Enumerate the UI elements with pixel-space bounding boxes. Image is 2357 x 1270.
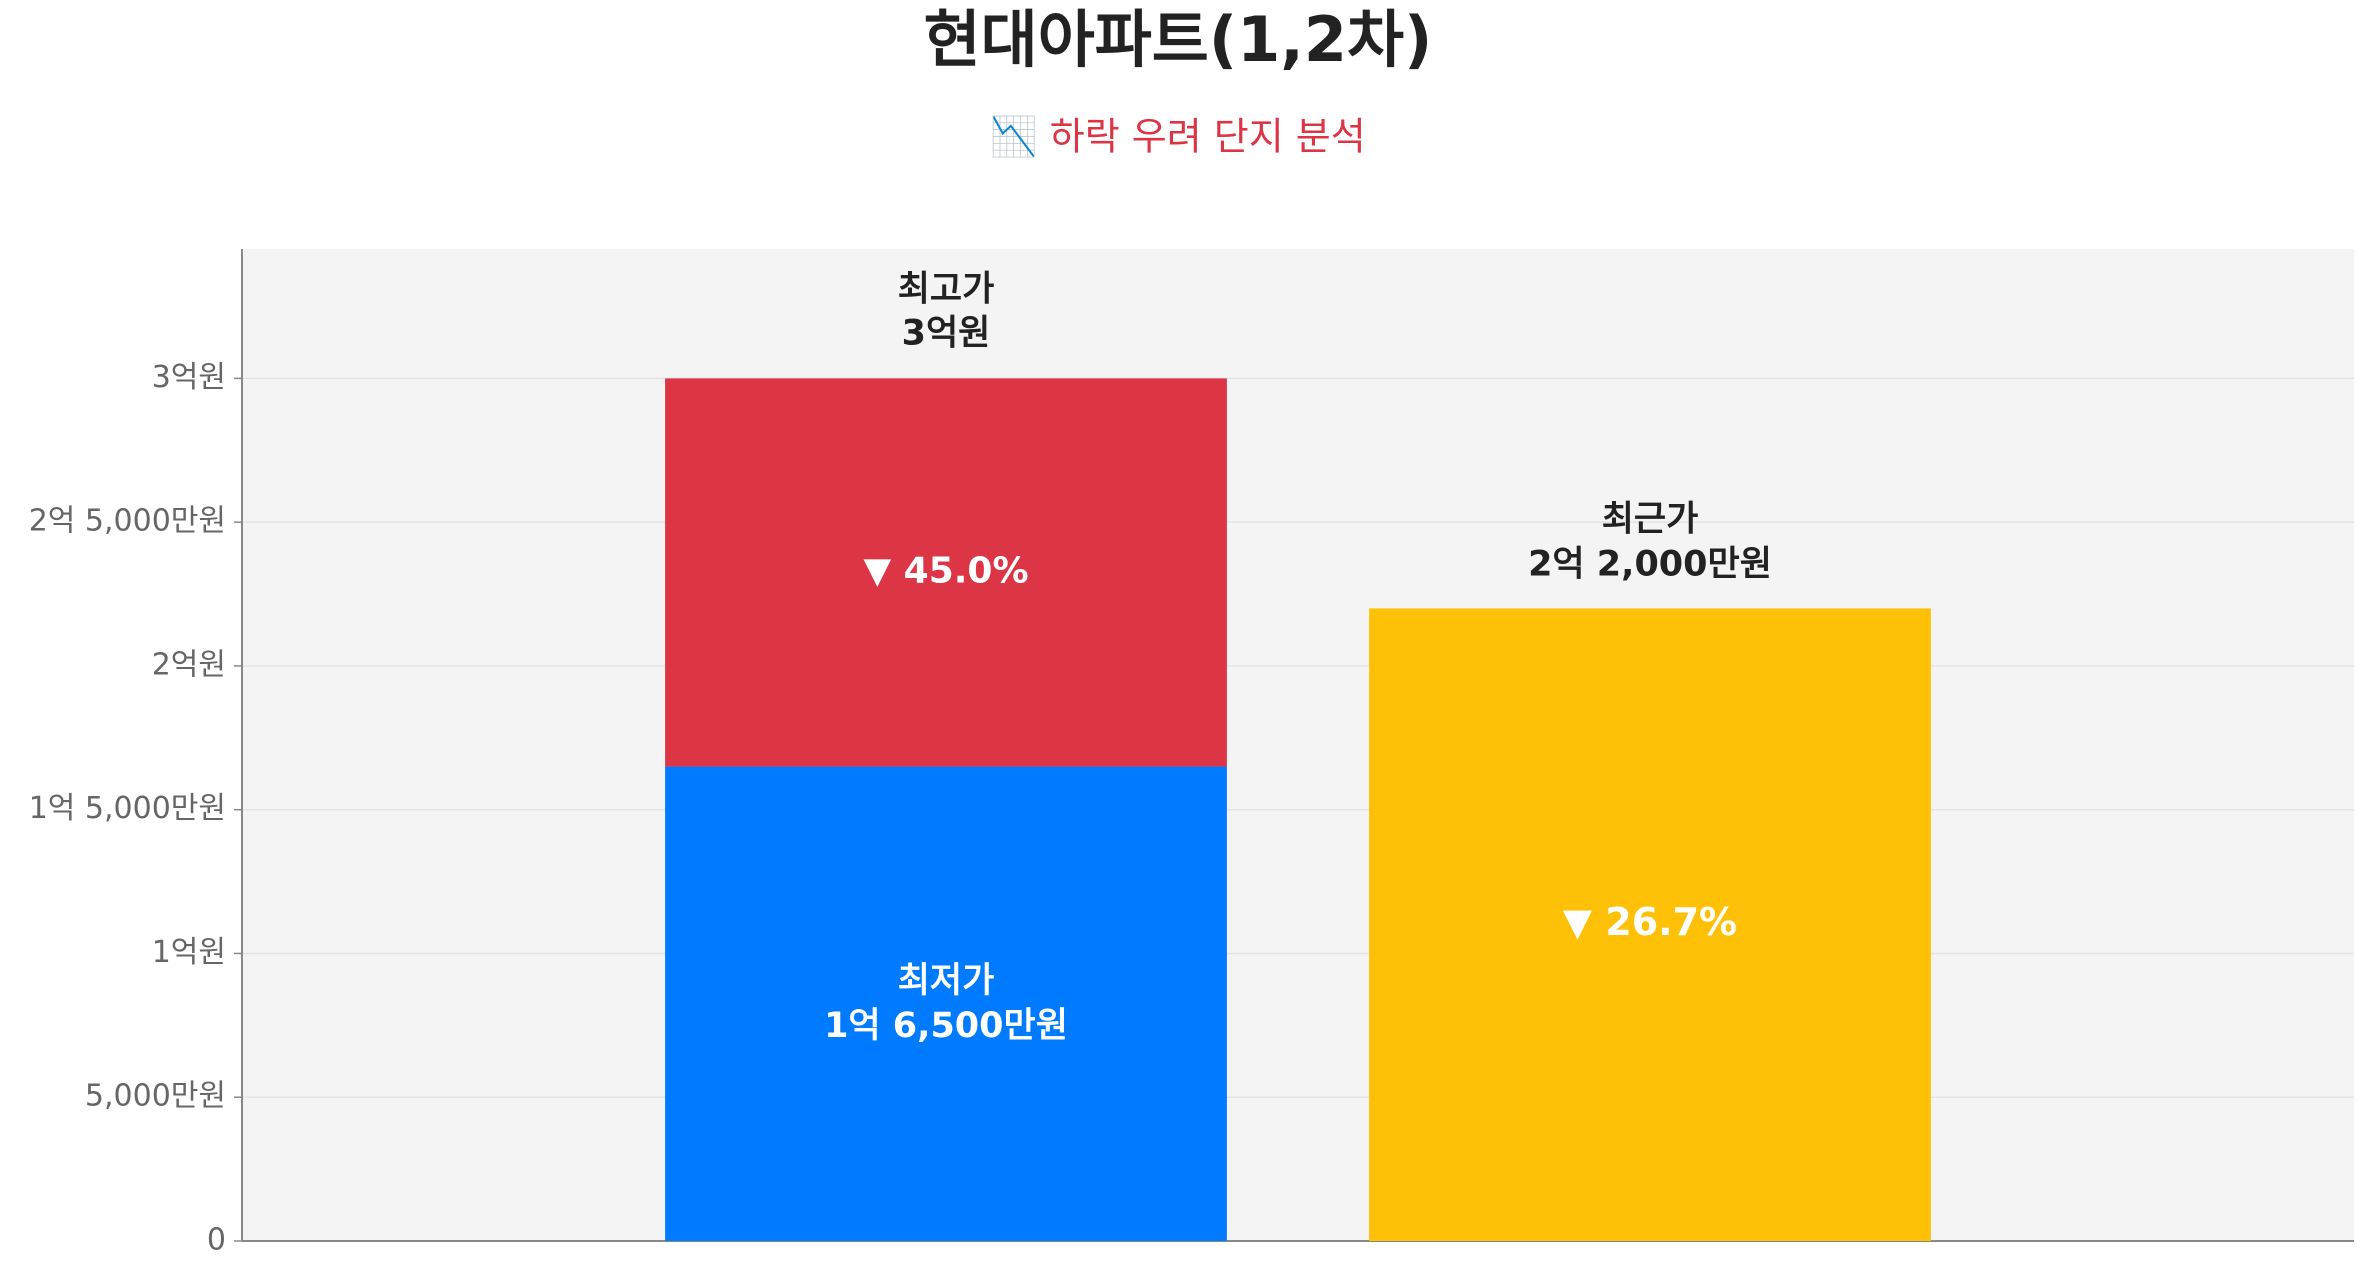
chart-title: 현대아파트(1,2차): [924, 3, 1433, 76]
y-tick-label: 1억원: [152, 935, 226, 970]
annotation: 3억원: [902, 313, 991, 353]
y-tick-label: 3억원: [152, 360, 226, 395]
y-tick-label: 2억원: [152, 647, 226, 682]
y-tick-label: 2억 5,000만원: [29, 504, 226, 539]
y-tick-label: 0: [207, 1223, 226, 1258]
series-name-label: 최저가: [898, 961, 995, 1001]
y-tick-label: 5,000만원: [85, 1079, 226, 1114]
annotation: ▼ 26.7%: [1563, 900, 1737, 944]
bar-segment: [665, 378, 1227, 767]
bar-segment: [665, 766, 1227, 1241]
annotation: ▼ 45.0%: [863, 550, 1028, 591]
series-name-label: 최근가: [1602, 499, 1699, 539]
plot-background: [242, 249, 2354, 1241]
y-tick-label: 1억 5,000만원: [29, 791, 226, 826]
annotation: 최고가: [898, 269, 995, 309]
bar-segment: [1369, 608, 1931, 1241]
chart-subtitle: 📉 하락 우려 단지 분석: [990, 115, 1365, 159]
value-label: 2억 2,000만원: [1528, 544, 1772, 584]
value-label: 1억 6,500만원: [824, 1006, 1068, 1046]
